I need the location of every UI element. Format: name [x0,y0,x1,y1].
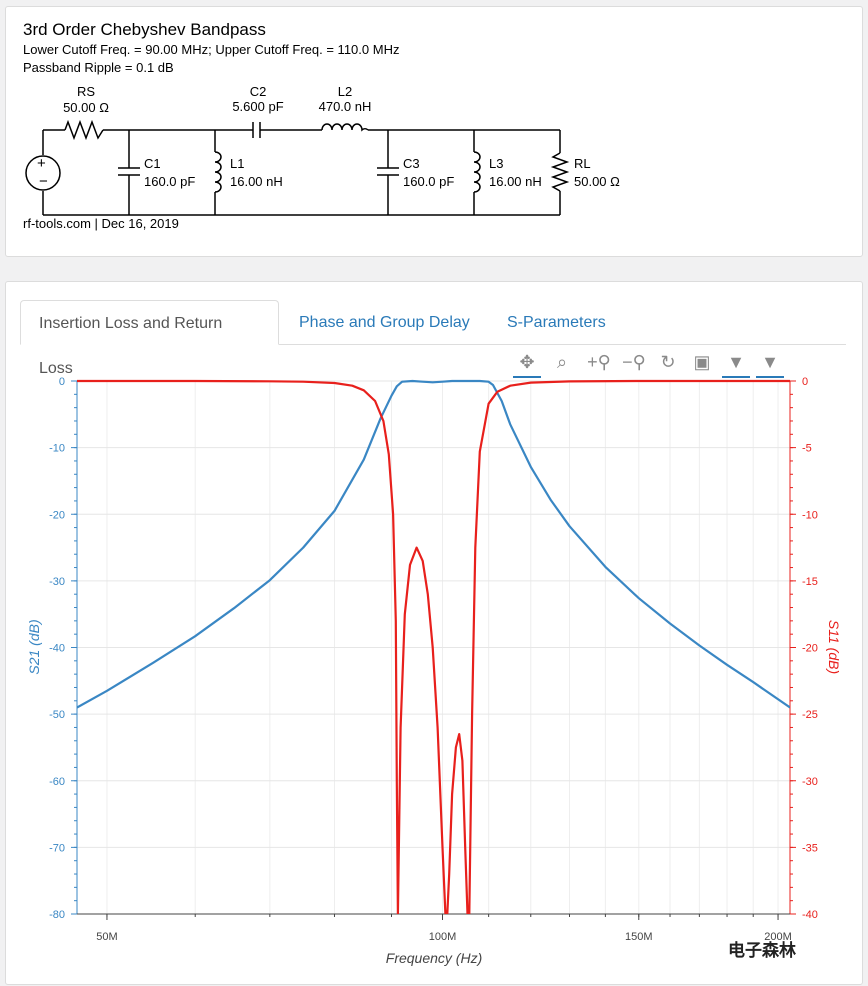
l2-name: L2 [338,84,352,99]
rl-name: RL [574,156,591,171]
series [77,379,790,914]
hover-icon-2[interactable]: ▼ [756,348,784,378]
y-axis-label-right: S11 (dB) [826,620,842,674]
l2-value: 470.0 nH [319,99,372,114]
schematic-title: 3rd Order Chebyshev Bandpass [23,20,266,39]
c3-value: 160.0 pF [403,174,454,189]
x-tick-label: 50M [96,931,117,943]
y-axis-label-left: S21 (dB) [26,619,42,674]
rl-value: 50.00 Ω [574,174,620,189]
zoom-in-icon[interactable]: +⚲ [587,352,611,372]
s11-line [77,379,790,914]
c2-value: 5.600 pF [232,99,283,114]
y-tick-label-right: -25 [802,709,818,721]
l1-name: L1 [230,156,244,171]
l1-value: 16.00 nH [230,174,283,189]
source-minus: − [39,173,48,190]
y-tick-label-right: -15 [802,576,818,588]
l3-value: 16.00 nH [489,174,542,189]
schematic-diagram: + − RS 50.00 Ω C1 160.0 pF L1 16.00 nH C… [25,84,620,216]
box-zoom-icon[interactable]: ⌕ [556,352,568,372]
save-icon[interactable]: ▣ [693,352,711,372]
rs-name: RS [77,84,95,99]
s21-line [77,379,790,709]
y-tick-label-left: -60 [49,776,65,788]
y-tick-label-left: -20 [49,509,65,521]
x-axis-label: Frequency (Hz) [386,950,482,966]
y-tick-label-right: -40 [802,909,818,921]
ripple-text: Passband Ripple = 0.1 dB [23,60,174,75]
y-tick-label-right: -30 [802,776,818,788]
pan-icon[interactable]: ✥ [513,348,541,378]
c3-name: C3 [403,156,420,171]
y-tick-label-right: -20 [802,643,818,655]
tab-s-parameters[interactable]: S-Parameters [507,314,606,331]
l3-name: L3 [489,156,503,171]
y-tick-label-left: -80 [49,909,65,921]
tab-insertion-return-loss[interactable]: Insertion Loss and Return Loss [20,300,279,377]
y-tick-label-left: -40 [49,643,65,655]
y-tick-label-right: -10 [802,509,818,521]
tab-phase-group-delay[interactable]: Phase and Group Delay [299,314,470,331]
cutoff-text: Lower Cutoff Freq. = 90.00 MHz; Upper Cu… [23,42,400,57]
schematic-footer: rf-tools.com | Dec 16, 2019 [23,216,179,231]
y-tick-label-left: -70 [49,842,65,854]
y-tick-label-left: -50 [49,709,65,721]
x-tick-label: 100M [429,931,457,943]
hover-icon[interactable]: ▼ [722,348,750,378]
y-tick-label-left: 0 [59,376,65,388]
reset-icon[interactable]: ↻ [660,352,676,372]
tab-divider [20,344,846,345]
grid [77,380,790,915]
chart-card [5,281,863,985]
y-tick-label-left: -10 [49,443,65,455]
c2-name: C2 [250,84,267,99]
source-plus: + [37,155,46,172]
zoom-out-icon[interactable]: −⚲ [622,352,646,372]
y-tick-label-right: 0 [802,376,808,388]
y-tick-label-left: -30 [49,576,65,588]
x-tick-label: 200M [764,931,792,943]
rs-value: 50.00 Ω [63,100,109,115]
c1-value: 160.0 pF [144,174,195,189]
c1-name: C1 [144,156,161,171]
watermark: 电子森林 [728,941,796,960]
y-tick-label-right: -5 [802,443,812,455]
x-tick-label: 150M [625,931,653,943]
y-tick-label-right: -35 [802,842,818,854]
axes: 0 -10 -20 -30 -40 -50 -60 -70 -80 0 -5 -10 -15 -20 -25… [49,376,818,943]
